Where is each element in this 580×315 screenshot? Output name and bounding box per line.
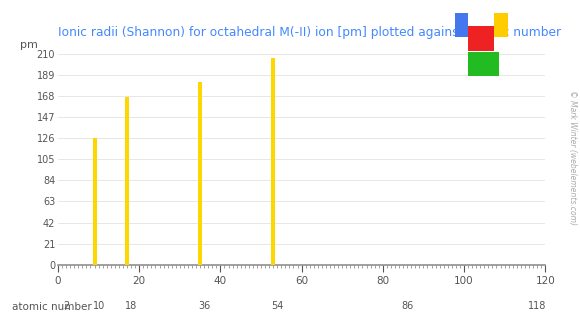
Bar (469, 52, 499, 76)
Y-axis label: pm: pm (20, 40, 38, 50)
Text: 36: 36 (198, 301, 211, 311)
Text: 18: 18 (125, 301, 137, 311)
Text: 54: 54 (271, 301, 284, 311)
Bar (125, 97, 129, 265)
Bar (198, 82, 202, 265)
Text: 86: 86 (401, 301, 414, 311)
Bar (469, 26, 494, 51)
Text: 10: 10 (92, 301, 105, 311)
Bar (455, 13, 469, 37)
Bar (494, 13, 508, 37)
Bar (271, 58, 275, 265)
Text: 118: 118 (528, 301, 546, 311)
Text: © Mark Winter (webelements.com): © Mark Winter (webelements.com) (568, 90, 577, 225)
Text: 2: 2 (63, 301, 69, 311)
Text: Ionic radii (Shannon) for octahedral M(-II) ion [pm] plotted against atomic numb: Ionic radii (Shannon) for octahedral M(-… (58, 26, 561, 39)
Text: atomic number: atomic number (12, 302, 92, 312)
Bar (92, 138, 96, 265)
